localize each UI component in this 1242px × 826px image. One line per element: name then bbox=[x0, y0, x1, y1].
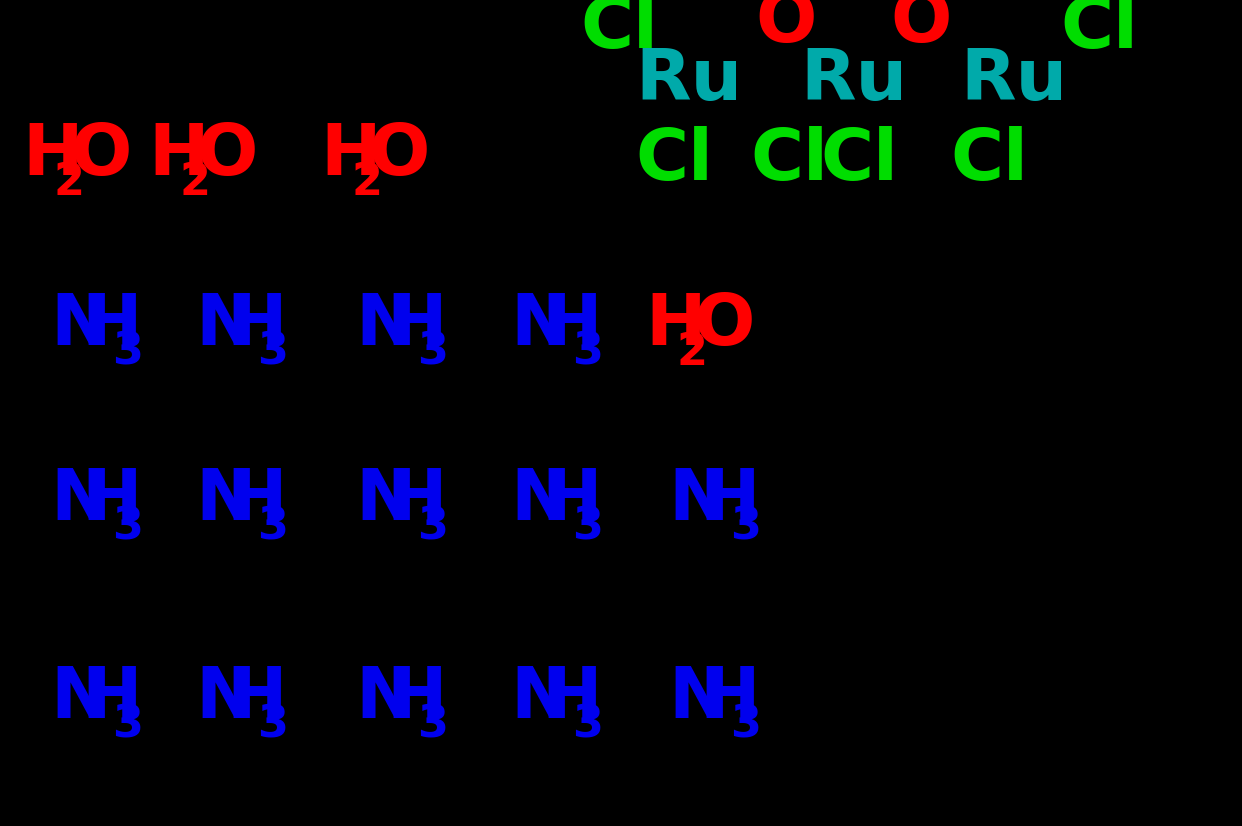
Text: H: H bbox=[226, 291, 287, 360]
Text: N: N bbox=[50, 291, 111, 360]
Text: H: H bbox=[542, 466, 601, 535]
Text: N: N bbox=[510, 466, 570, 535]
Text: N: N bbox=[195, 291, 256, 360]
Text: H: H bbox=[699, 466, 760, 535]
Text: O: O bbox=[369, 121, 430, 190]
Text: 3: 3 bbox=[257, 704, 288, 747]
Text: Cl: Cl bbox=[950, 126, 1028, 195]
Text: N: N bbox=[510, 291, 570, 360]
Text: Ru: Ru bbox=[960, 46, 1067, 115]
Text: 3: 3 bbox=[730, 704, 761, 747]
Text: Ru: Ru bbox=[800, 46, 907, 115]
Text: H: H bbox=[226, 466, 287, 535]
Text: O: O bbox=[694, 291, 755, 360]
Text: N: N bbox=[510, 664, 570, 733]
Text: O: O bbox=[891, 0, 951, 57]
Text: 3: 3 bbox=[417, 330, 448, 373]
Text: N: N bbox=[50, 664, 111, 733]
Text: 2: 2 bbox=[53, 161, 84, 204]
Text: H: H bbox=[386, 664, 447, 733]
Text: H: H bbox=[542, 291, 601, 360]
Text: 3: 3 bbox=[257, 506, 288, 548]
Text: Cl: Cl bbox=[1059, 0, 1138, 63]
Text: 3: 3 bbox=[573, 506, 604, 548]
Text: 3: 3 bbox=[573, 704, 604, 747]
Text: H: H bbox=[81, 664, 142, 733]
Text: 3: 3 bbox=[730, 506, 761, 548]
Text: H: H bbox=[148, 121, 209, 190]
Text: Cl: Cl bbox=[635, 126, 713, 195]
Text: H: H bbox=[320, 121, 380, 190]
Text: 3: 3 bbox=[112, 704, 143, 747]
Text: N: N bbox=[195, 664, 256, 733]
Text: H: H bbox=[699, 664, 760, 733]
Text: H: H bbox=[542, 664, 601, 733]
Text: N: N bbox=[355, 664, 416, 733]
Text: H: H bbox=[81, 291, 142, 360]
Text: O: O bbox=[755, 0, 816, 57]
Text: 3: 3 bbox=[573, 330, 604, 373]
Text: Ru: Ru bbox=[635, 46, 743, 115]
Text: 3: 3 bbox=[417, 506, 448, 548]
Text: N: N bbox=[668, 664, 729, 733]
Text: H: H bbox=[81, 466, 142, 535]
Text: H: H bbox=[226, 664, 287, 733]
Text: H: H bbox=[386, 291, 447, 360]
Text: N: N bbox=[355, 466, 416, 535]
Text: H: H bbox=[22, 121, 82, 190]
Text: N: N bbox=[668, 466, 729, 535]
Text: O: O bbox=[71, 121, 132, 190]
Text: 2: 2 bbox=[676, 330, 707, 373]
Text: O: O bbox=[196, 121, 258, 190]
Text: H: H bbox=[645, 291, 705, 360]
Text: Cl: Cl bbox=[750, 126, 828, 195]
Text: N: N bbox=[195, 466, 256, 535]
Text: 2: 2 bbox=[179, 161, 210, 204]
Text: 3: 3 bbox=[112, 330, 143, 373]
Text: N: N bbox=[50, 466, 111, 535]
Text: 3: 3 bbox=[257, 330, 288, 373]
Text: 2: 2 bbox=[351, 161, 383, 204]
Text: N: N bbox=[355, 291, 416, 360]
Text: 3: 3 bbox=[417, 704, 448, 747]
Text: Cl: Cl bbox=[820, 126, 898, 195]
Text: H: H bbox=[386, 466, 447, 535]
Text: 3: 3 bbox=[112, 506, 143, 548]
Text: Cl: Cl bbox=[580, 0, 658, 63]
